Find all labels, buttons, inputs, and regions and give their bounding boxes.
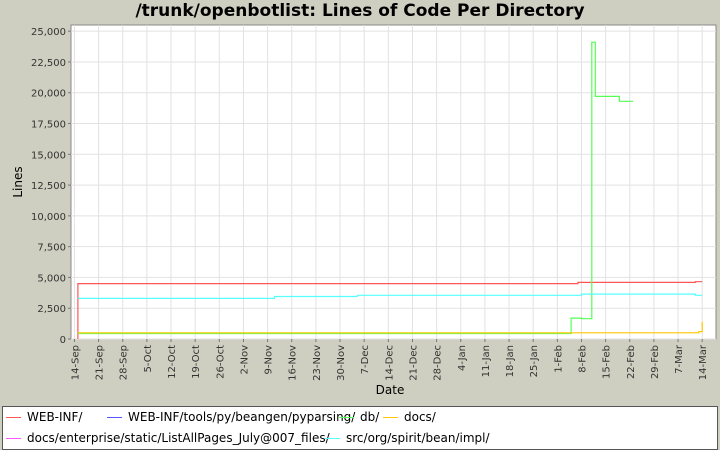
legend-label: src/org/spirit/bean/impl/: [346, 431, 490, 445]
legend-swatch: [107, 416, 122, 418]
x-tick-label: 8-Feb: [577, 345, 588, 373]
y-tick-label: 2,500: [37, 304, 66, 315]
y-tick-label: 17,500: [31, 120, 66, 131]
x-tick-label: 15-Feb: [602, 345, 613, 379]
series-line: [77, 281, 703, 339]
x-tick-label: 14-Sep: [70, 345, 81, 380]
y-tick-label: 20,000: [31, 89, 66, 100]
x-tick-label: 25-Jan: [529, 345, 540, 377]
legend-label: WEB-INF/tools/py/beangen/pyparsing/: [128, 410, 356, 424]
x-tick-label: 11-Jan: [481, 345, 492, 377]
y-tick-label: 0: [60, 335, 66, 346]
series-line: [77, 321, 703, 334]
x-tick-label: 2-Nov: [239, 345, 250, 375]
line-chart: 0 2,500 5,000 7,500 10,000 12,500 15,000 17,500…: [11, 24, 717, 397]
x-tick-label: 28-Sep: [119, 345, 130, 380]
x-tick-label: 28-Dec: [433, 345, 444, 381]
x-tick-label: 26-Oct: [215, 345, 226, 379]
legend-item: db/: [339, 410, 379, 424]
x-tick-label: 21-Dec: [408, 345, 419, 381]
legend-item: docs/: [383, 410, 436, 424]
x-tick-label: 12-Oct: [167, 345, 178, 379]
y-tick-label: 12,500: [31, 181, 66, 192]
plot-area: [70, 24, 717, 340]
legend-item: src/org/spirit/bean/impl/: [325, 431, 490, 445]
legend-item: docs/enterprise/static/ListAllPages_July…: [6, 431, 330, 445]
y-axis-label: Lines: [11, 166, 25, 197]
x-tick-label: 9-Nov: [264, 345, 275, 375]
legend: WEB-INF/WEB-INF/tools/py/beangen/pyparsi…: [2, 406, 718, 450]
y-tick-label: 25,000: [31, 27, 66, 38]
x-tick-label: 22-Feb: [626, 345, 637, 379]
legend-swatch: [339, 416, 354, 418]
y-tick-label: 7,500: [37, 243, 66, 254]
x-tick-label: 1-Feb: [553, 345, 564, 373]
x-tick-label: 23-Nov: [312, 345, 323, 381]
chart-title: /trunk/openbotlist: Lines of Code Per Di…: [135, 1, 585, 21]
y-tick-label: 5,000: [37, 273, 66, 284]
x-tick-label: 29-Feb: [650, 345, 661, 379]
x-tick-label: 14-Dec: [384, 345, 395, 381]
y-tick-label: 22,500: [31, 58, 66, 69]
legend-label: docs/enterprise/static/ListAllPages_July…: [27, 431, 330, 445]
x-tick-label: 7-Mar: [674, 344, 685, 374]
x-tick-label: 4-Jan: [457, 345, 468, 371]
x-tick-label: 16-Nov: [288, 345, 299, 381]
legend-swatch: [6, 437, 21, 439]
x-tick-label: 5-Oct: [143, 345, 154, 373]
x-tick-label: 14-Mar: [698, 344, 709, 380]
legend-label: docs/: [404, 410, 436, 424]
x-axis-label: Date: [376, 383, 405, 397]
x-tick-label: 19-Oct: [191, 345, 202, 379]
x-tick-label: 21-Sep: [95, 345, 106, 380]
y-tick-label: 15,000: [31, 150, 66, 161]
legend-item: WEB-INF/tools/py/beangen/pyparsing/: [107, 410, 355, 424]
legend-swatch: [383, 416, 398, 418]
series-line: [77, 293, 703, 299]
y-tick-label: 10,000: [31, 212, 66, 223]
legend-label: db/: [360, 410, 380, 424]
series-line: [77, 41, 634, 335]
legend-swatch: [6, 416, 21, 418]
x-tick-label: 18-Jan: [505, 345, 516, 377]
legend-item: WEB-INF/: [6, 410, 82, 424]
legend-swatch: [325, 437, 340, 439]
x-tick-label: 7-Dec: [360, 345, 371, 374]
x-tick-label: 30-Nov: [336, 345, 347, 381]
legend-label: WEB-INF/: [27, 410, 83, 424]
